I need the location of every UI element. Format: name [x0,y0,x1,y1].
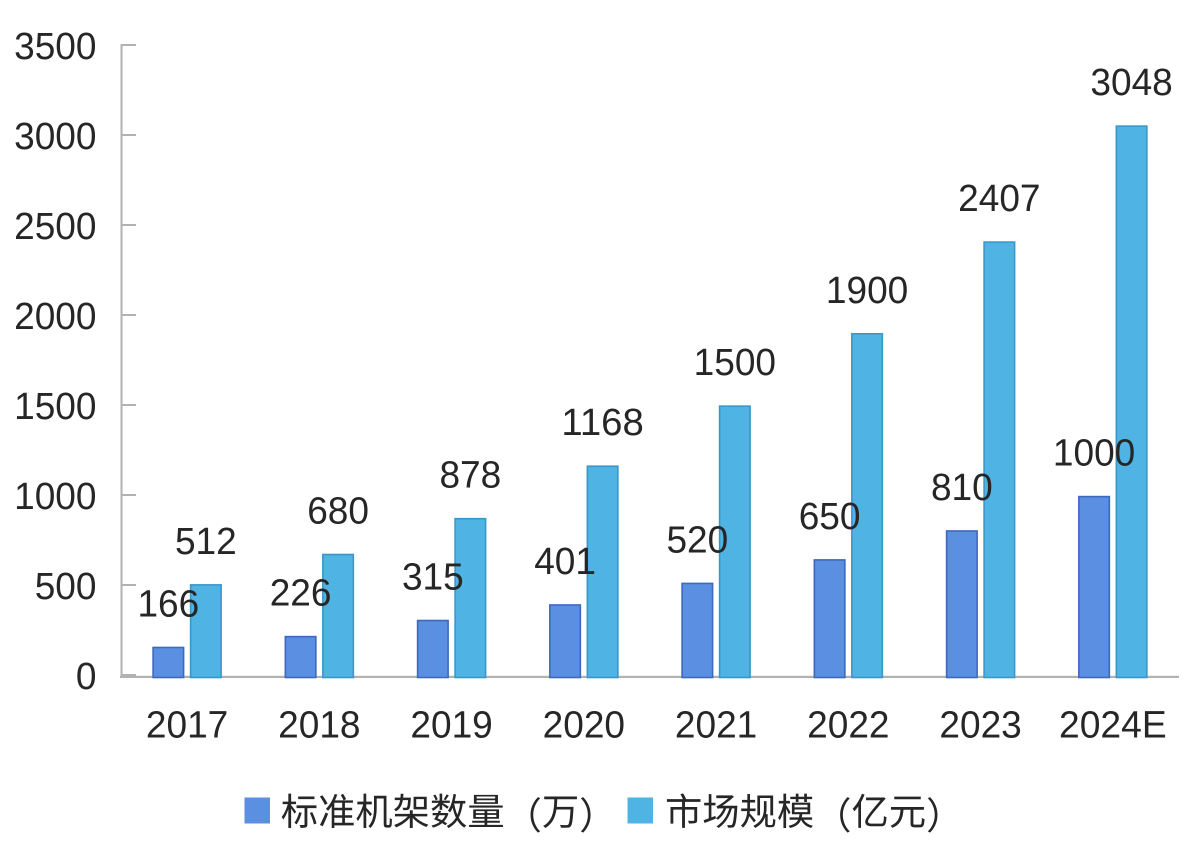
svg-text:1500: 1500 [694,342,776,384]
svg-text:401: 401 [534,541,596,583]
svg-text:2022: 2022 [807,705,889,747]
svg-text:2407: 2407 [958,178,1040,220]
svg-text:3500: 3500 [14,26,96,68]
svg-text:2020: 2020 [543,705,625,747]
svg-text:2500: 2500 [14,206,96,248]
svg-text:2000: 2000 [14,296,96,338]
svg-text:2024E: 2024E [1059,705,1167,747]
svg-text:226: 226 [270,573,332,615]
svg-text:2023: 2023 [939,705,1021,747]
svg-text:1168: 1168 [561,402,643,444]
svg-text:3000: 3000 [14,116,96,158]
svg-text:1000: 1000 [14,476,96,518]
svg-text:512: 512 [175,521,237,563]
svg-text:520: 520 [666,519,728,561]
svg-text:3048: 3048 [1090,62,1172,104]
svg-text:2019: 2019 [410,705,492,747]
svg-text:680: 680 [307,490,369,532]
svg-text:500: 500 [35,566,97,608]
svg-text:0: 0 [76,656,97,698]
svg-text:1500: 1500 [14,386,96,428]
svg-text:650: 650 [799,496,861,538]
svg-text:2017: 2017 [146,705,228,747]
svg-text:1900: 1900 [826,270,908,312]
svg-text:810: 810 [931,467,993,509]
svg-text:878: 878 [439,455,501,497]
svg-text:2018: 2018 [278,705,360,747]
svg-text:166: 166 [137,583,199,625]
svg-text:2021: 2021 [675,705,757,747]
svg-text:315: 315 [402,557,464,599]
svg-text:1000: 1000 [1053,433,1135,475]
